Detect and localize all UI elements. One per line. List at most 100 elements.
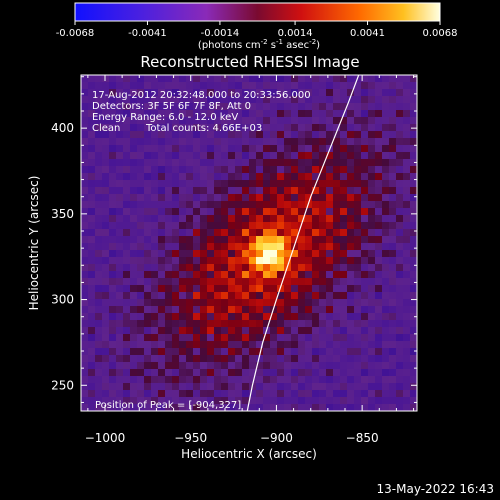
- heatmap-cell: [403, 313, 411, 321]
- heatmap-cell: [102, 201, 110, 209]
- heatmap-cell: [109, 306, 117, 314]
- heatmap-cell: [256, 117, 264, 125]
- heatmap-cell: [200, 180, 208, 188]
- heatmap-cell: [361, 187, 369, 195]
- heatmap-cell: [263, 369, 271, 377]
- heatmap-cell: [144, 159, 152, 167]
- heatmap-cell: [375, 334, 383, 342]
- heatmap-cell: [277, 138, 285, 146]
- heatmap-cell: [123, 348, 131, 356]
- heatmap-cell: [389, 341, 397, 349]
- heatmap-cell: [81, 348, 89, 356]
- heatmap-cell: [144, 124, 152, 132]
- heatmap-cell: [109, 208, 117, 216]
- heatmap-cell: [382, 187, 390, 195]
- heatmap-cell: [382, 390, 390, 398]
- heatmap-cell: [263, 292, 271, 300]
- heatmap-cell: [81, 320, 89, 328]
- heatmap-cell: [305, 383, 313, 391]
- heatmap-cell: [102, 285, 110, 293]
- heatmap-cell: [179, 250, 187, 258]
- heatmap-cell: [382, 82, 390, 90]
- heatmap-cell: [270, 306, 278, 314]
- heatmap-cell: [221, 117, 229, 125]
- heatmap-cell: [403, 292, 411, 300]
- heatmap-cell: [354, 124, 362, 132]
- heatmap-cell: [102, 369, 110, 377]
- heatmap-cell: [333, 369, 341, 377]
- heatmap-cell: [235, 187, 243, 195]
- heatmap-cell: [333, 117, 341, 125]
- heatmap-cell: [221, 383, 229, 391]
- heatmap-cell: [382, 397, 390, 405]
- heatmap-cell: [333, 201, 341, 209]
- x-tick-label: −1000: [85, 431, 126, 445]
- heatmap-cell: [256, 285, 264, 293]
- heatmap-cell: [354, 320, 362, 328]
- heatmap-cell: [375, 173, 383, 181]
- heatmap-cell: [291, 229, 299, 237]
- heatmap-cell: [186, 236, 194, 244]
- heatmap-cell: [221, 103, 229, 111]
- heatmap-cell: [242, 187, 250, 195]
- heatmap-cell: [109, 285, 117, 293]
- heatmap-cell: [95, 166, 103, 174]
- heatmap-cell: [403, 327, 411, 335]
- heatmap-cell: [256, 376, 264, 384]
- heatmap-cell: [410, 180, 417, 188]
- heatmap-cell: [221, 180, 229, 188]
- heatmap-cell: [298, 292, 306, 300]
- heatmap-cell: [270, 89, 278, 97]
- heatmap-cell: [291, 271, 299, 279]
- heatmap-cell: [109, 166, 117, 174]
- heatmap-cell: [382, 257, 390, 265]
- heatmap-cell: [116, 152, 124, 160]
- heatmap-cell: [354, 222, 362, 230]
- heatmap-cell: [172, 222, 180, 230]
- heatmap-cell: [81, 383, 89, 391]
- heatmap-cell: [193, 75, 201, 83]
- heatmap-cell: [186, 306, 194, 314]
- heatmap-cell: [298, 306, 306, 314]
- heatmap-cell: [354, 89, 362, 97]
- heatmap-cell: [186, 320, 194, 328]
- heatmap-cell: [193, 369, 201, 377]
- heatmap-cell: [179, 75, 187, 83]
- heatmap-cell: [186, 229, 194, 237]
- heatmap-cell: [123, 124, 131, 132]
- heatmap-cell: [326, 278, 334, 286]
- heatmap-cell: [81, 201, 89, 209]
- heatmap-cell: [221, 75, 229, 83]
- heatmap-cell: [235, 327, 243, 335]
- heatmap-cell: [396, 173, 404, 181]
- heatmap-cell: [88, 173, 96, 181]
- heatmap-cell: [270, 236, 278, 244]
- heatmap-cell: [291, 96, 299, 104]
- heatmap-cell: [165, 222, 173, 230]
- heatmap-cell: [207, 376, 215, 384]
- heatmap-cell: [368, 173, 376, 181]
- heatmap-cell: [109, 131, 117, 139]
- heatmap-cell: [340, 285, 348, 293]
- heatmap-cell: [389, 334, 397, 342]
- heatmap-cell: [235, 215, 243, 223]
- heatmap-cell: [165, 327, 173, 335]
- heatmap-cell: [179, 390, 187, 398]
- heatmap-cell: [354, 131, 362, 139]
- heatmap-cell: [214, 285, 222, 293]
- heatmap-cell: [368, 341, 376, 349]
- heatmap-cell: [270, 208, 278, 216]
- heatmap-cell: [172, 320, 180, 328]
- heatmap-cell: [228, 299, 236, 307]
- heatmap-cell: [200, 222, 208, 230]
- heatmap-cell: [410, 320, 417, 328]
- heatmap-cell: [165, 292, 173, 300]
- heatmap-cell: [305, 320, 313, 328]
- heatmap-cell: [102, 229, 110, 237]
- heatmap-cell: [396, 348, 404, 356]
- heatmap-cell: [172, 131, 180, 139]
- heatmap-cell: [242, 173, 250, 181]
- heatmap-cell: [88, 390, 96, 398]
- heatmap-cell: [158, 264, 166, 272]
- heatmap-cell: [130, 250, 138, 258]
